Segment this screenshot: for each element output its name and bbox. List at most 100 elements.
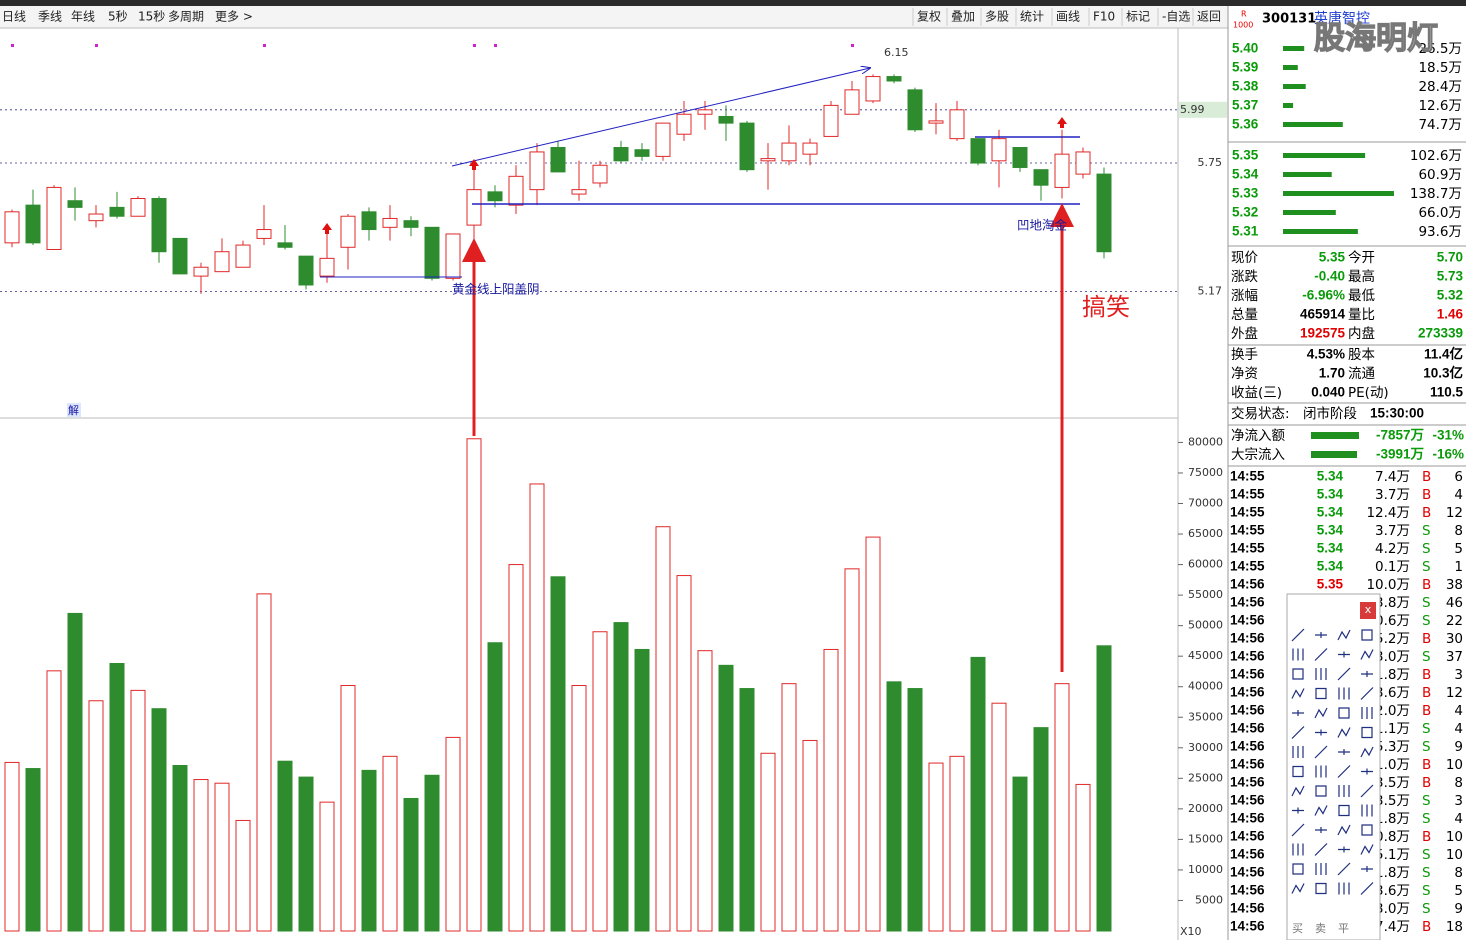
candle-body — [424, 226, 440, 279]
tool-button[interactable]: 统计 — [1020, 10, 1044, 24]
drawing-tool[interactable] — [1360, 784, 1374, 798]
drawing-tool[interactable] — [1291, 726, 1305, 739]
period-tab[interactable]: 多周期 — [168, 10, 204, 24]
drawing-tool[interactable] — [1337, 629, 1351, 641]
drawing-tool[interactable] — [1291, 823, 1305, 837]
tick-count: 10 — [1446, 829, 1463, 845]
tool-button[interactable]: 画线 — [1056, 10, 1080, 24]
drawing-tool[interactable] — [1314, 648, 1328, 661]
tick-side: B — [1422, 577, 1431, 593]
drawing-tool[interactable] — [1337, 765, 1351, 778]
volume-bar — [298, 776, 314, 932]
drawing-tool[interactable] — [1291, 688, 1305, 699]
period-tab[interactable]: 更多 > — [215, 10, 253, 24]
drawing-tool[interactable] — [1292, 746, 1304, 758]
drawing-tool[interactable] — [1315, 827, 1327, 833]
drawing-tool[interactable] — [1361, 726, 1373, 739]
tool-button[interactable]: F10 — [1093, 10, 1115, 24]
drawing-tool[interactable] — [1338, 651, 1350, 658]
drawing-tool[interactable] — [1337, 824, 1351, 836]
annotation: 凹地淘金 — [1017, 218, 1068, 233]
drawing-tool[interactable] — [1360, 844, 1374, 855]
volume-bar — [676, 575, 692, 932]
drawing-tool[interactable] — [1338, 687, 1350, 700]
drawing-tool[interactable] — [1361, 629, 1373, 641]
drawing-tool[interactable] — [1338, 846, 1350, 853]
drawing-tool[interactable] — [1291, 883, 1305, 894]
period-tab[interactable]: 5秒 — [108, 10, 128, 24]
drawing-tool[interactable] — [1315, 632, 1327, 638]
drawing-tool[interactable] — [1361, 804, 1373, 817]
drawing-tool[interactable] — [1314, 805, 1328, 816]
drawing-tool[interactable] — [1314, 843, 1328, 856]
volume-bar — [655, 526, 671, 932]
drawing-tool[interactable] — [1292, 668, 1304, 680]
drawing-tool[interactable] — [1360, 882, 1374, 895]
drawing-tool[interactable] — [1291, 785, 1305, 797]
drawing-tool[interactable] — [1337, 727, 1351, 738]
tick-count: 46 — [1446, 595, 1463, 611]
drawing-tool[interactable] — [1361, 768, 1373, 775]
drawing-tool[interactable] — [1338, 707, 1350, 719]
drawing-tool[interactable] — [1292, 710, 1304, 716]
drawing-tool[interactable] — [1338, 882, 1350, 895]
volume-bar — [928, 762, 944, 932]
drawing-tool[interactable] — [1291, 628, 1305, 642]
quote-value: 10.3亿 — [1423, 365, 1463, 381]
drawing-tool[interactable] — [1360, 746, 1374, 758]
tick-side: B — [1422, 685, 1431, 701]
drawing-tool[interactable] — [1292, 843, 1304, 856]
close-button-label[interactable]: x — [1365, 603, 1372, 616]
drawing-tool[interactable] — [1338, 749, 1350, 755]
drawing-tool[interactable] — [1314, 745, 1328, 759]
tool-button[interactable]: 叠加 — [951, 10, 975, 24]
book-volume: 18.5万 — [1418, 60, 1462, 76]
volume-bar — [46, 670, 62, 932]
drawing-tool[interactable] — [1338, 804, 1350, 817]
candle-body — [193, 266, 209, 277]
drawing-tool[interactable] — [1315, 863, 1327, 875]
tick-count: 4 — [1454, 721, 1463, 737]
drawing-tool[interactable] — [1292, 807, 1304, 814]
period-tab[interactable]: 季线 — [38, 10, 62, 24]
drawing-tool[interactable] — [1315, 882, 1327, 895]
tool-button[interactable]: 复权 — [917, 10, 941, 24]
drawing-tool[interactable] — [1338, 785, 1350, 797]
quote-label: PE(动) — [1348, 385, 1389, 401]
trade-action[interactable]: 买 — [1292, 922, 1303, 935]
drawing-tool[interactable] — [1314, 707, 1328, 719]
book-bar — [1283, 229, 1358, 234]
period-tab[interactable]: 日线 — [2, 10, 26, 24]
trade-action[interactable]: 卖 — [1315, 922, 1326, 935]
tick-count: 3 — [1454, 667, 1463, 683]
drawing-tool[interactable] — [1361, 707, 1373, 719]
period-tab[interactable]: 15秒 — [138, 10, 165, 24]
tool-button[interactable]: 返回 — [1197, 10, 1221, 24]
drawing-tool[interactable] — [1315, 687, 1327, 700]
tool-button[interactable]: 多股 — [985, 10, 1009, 24]
tick-count: 10 — [1446, 847, 1463, 863]
drawing-tool[interactable] — [1337, 667, 1351, 681]
tick-time: 14:56 — [1230, 685, 1265, 700]
drawing-tool[interactable] — [1315, 785, 1327, 797]
drawing-tool[interactable] — [1360, 649, 1374, 660]
close-button[interactable] — [1360, 602, 1376, 619]
tool-button[interactable]: 标记 — [1126, 10, 1150, 24]
drawing-tool[interactable] — [1315, 729, 1327, 736]
drawing-tool[interactable] — [1337, 862, 1351, 876]
drawing-tool[interactable] — [1315, 765, 1327, 778]
period-tab[interactable]: 年线 — [71, 10, 95, 24]
tool-button[interactable]: -自选 — [1162, 10, 1190, 24]
drawing-tool[interactable] — [1361, 824, 1373, 836]
drawing-tool[interactable] — [1292, 863, 1304, 875]
drawing-tool[interactable] — [1292, 765, 1304, 778]
drawing-tool[interactable] — [1361, 866, 1373, 872]
drawing-tool[interactable] — [1360, 687, 1374, 700]
y-tick-label: 35000 — [1188, 710, 1223, 723]
drawing-tool[interactable] — [1361, 671, 1373, 677]
candle-body — [634, 149, 650, 157]
trade-action[interactable]: 平 — [1338, 922, 1349, 935]
tick-side: S — [1422, 595, 1431, 611]
drawing-tool[interactable] — [1315, 668, 1327, 680]
drawing-tool[interactable] — [1292, 648, 1304, 661]
